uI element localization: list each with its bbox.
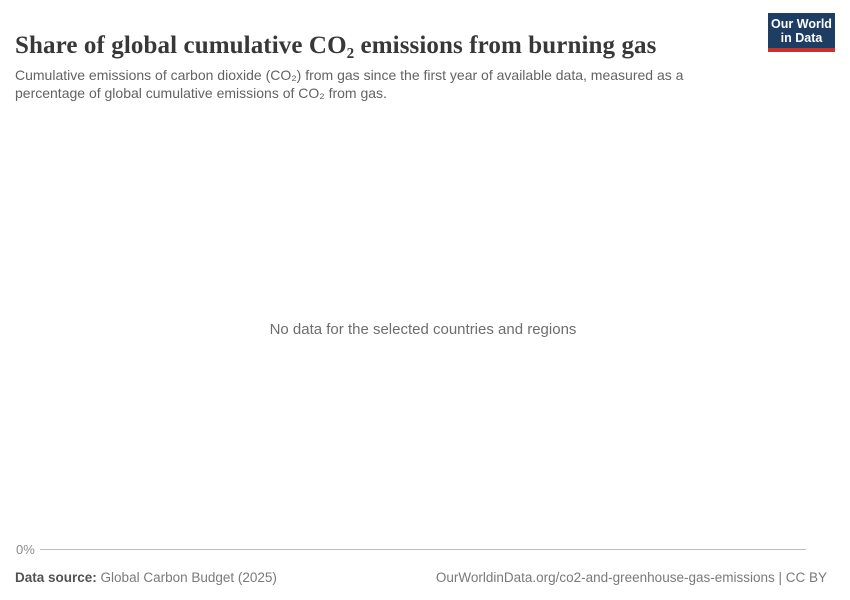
y-axis-tick-label: 0% bbox=[16, 542, 35, 557]
x-axis-baseline bbox=[40, 549, 806, 550]
chart-plot-area bbox=[15, 95, 835, 545]
owid-logo-line1: Our World bbox=[771, 17, 832, 31]
data-source-line: Data source: Global Carbon Budget (2025) bbox=[15, 569, 277, 586]
chart-footer: Data source: Global Carbon Budget (2025)… bbox=[15, 569, 827, 586]
page-title: Share of global cumulative CO₂ emissions… bbox=[15, 31, 657, 59]
data-source-value: Global Carbon Budget (2025) bbox=[100, 570, 277, 585]
attribution-link[interactable]: OurWorldinData.org/co2-and-greenhouse-ga… bbox=[435, 570, 827, 585]
owid-logo-line2: in Data bbox=[780, 31, 823, 45]
no-data-message: No data for the selected countries and r… bbox=[269, 321, 577, 338]
owid-logo[interactable]: Our World in Data bbox=[768, 13, 835, 52]
chart-subtitle: Cumulative emissions of carbon dioxide (… bbox=[15, 67, 684, 101]
data-source-label: Data source: bbox=[15, 570, 97, 585]
